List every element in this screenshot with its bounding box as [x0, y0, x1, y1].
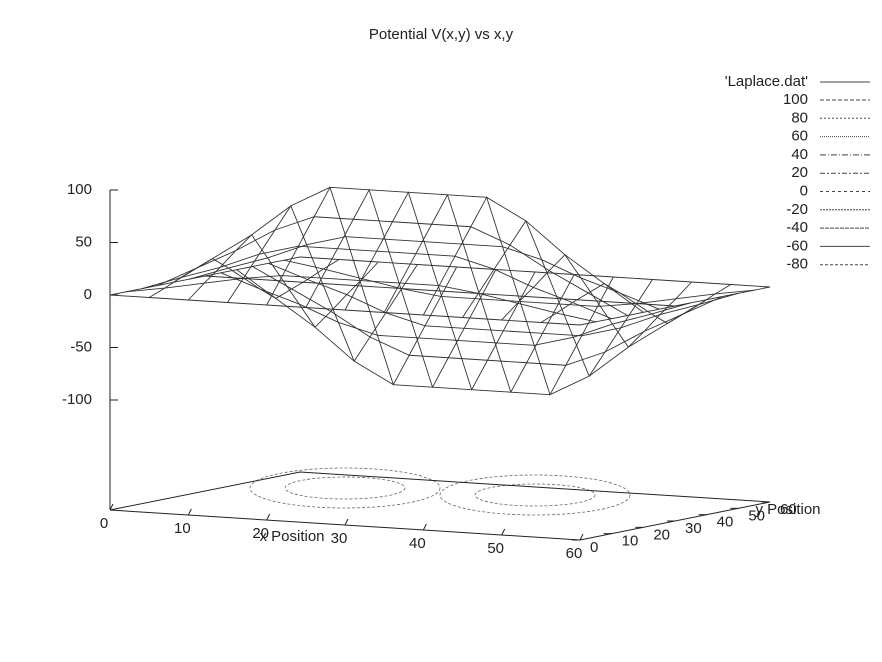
legend-label: 80	[791, 109, 808, 126]
contour-decoration	[474, 483, 596, 507]
z-tick-label: -100	[62, 391, 92, 408]
x-tick	[344, 518, 349, 526]
legend-label: 20	[791, 164, 808, 181]
legend-label: 'Laplace.dat'	[725, 73, 808, 90]
mesh-line	[252, 266, 723, 366]
contour-decoration	[439, 474, 631, 516]
y-tick-label: 60	[780, 501, 797, 518]
x-tick	[109, 503, 114, 511]
y-tick-label: 30	[685, 520, 702, 537]
contour-decoration	[249, 467, 441, 509]
x-tick	[422, 523, 427, 531]
z-tick-label: -50	[70, 338, 92, 355]
mesh-line	[540, 283, 732, 324]
legend-label: 0	[800, 182, 808, 199]
x-tick-label: 60	[566, 545, 583, 562]
mesh-line	[266, 186, 458, 386]
mesh-line	[383, 193, 575, 394]
legend-label: -40	[786, 219, 808, 236]
x-axis-label: x Position	[259, 528, 324, 545]
legend-label: -60	[786, 237, 808, 254]
y-tick-label: 0	[590, 539, 598, 556]
z-tick-label: 100	[67, 181, 92, 198]
y-tick-label: 40	[717, 514, 734, 531]
mesh-line	[236, 269, 707, 396]
z-tick-label: 0	[84, 286, 92, 303]
mesh-line	[305, 188, 497, 389]
mesh-line	[173, 186, 644, 313]
x-tick-label: 20	[252, 525, 269, 542]
x-tick-label: 50	[487, 540, 504, 557]
mesh-line	[422, 196, 614, 396]
legend-label: 40	[791, 146, 808, 163]
x-tick	[266, 513, 271, 521]
base-frame	[109, 471, 771, 541]
legend-label: 100	[783, 91, 808, 108]
x-tick-label: 10	[174, 520, 191, 537]
mesh-line	[220, 272, 691, 346]
x-tick	[501, 528, 506, 536]
mesh-line	[148, 258, 340, 299]
base-contours	[249, 467, 631, 516]
mesh-line	[189, 236, 660, 310]
mesh-line	[109, 256, 301, 296]
chart-title: Potential V(x,y) vs x,y	[369, 26, 514, 43]
mesh-line	[157, 216, 628, 316]
mesh-line	[462, 219, 653, 378]
x-tick-label: 0	[100, 515, 108, 532]
contour-decoration	[284, 476, 406, 500]
mesh-line	[344, 191, 536, 391]
z-tick-label: 50	[75, 233, 92, 250]
y-tick-label: 20	[653, 526, 670, 543]
mesh-line	[501, 254, 692, 348]
mesh-line	[579, 286, 771, 326]
x-tick	[579, 533, 584, 541]
y-tick-label: 50	[748, 507, 765, 524]
y-axis-label: y Position	[755, 501, 820, 518]
mesh-line	[188, 234, 379, 328]
legend-label: -20	[786, 201, 808, 218]
legend-label: 60	[791, 128, 808, 145]
x-tick	[187, 508, 192, 516]
legend-label: -80	[786, 256, 808, 273]
mesh-line	[227, 204, 418, 363]
y-tick-label: 10	[622, 533, 639, 550]
x-tick-label: 30	[331, 530, 348, 547]
x-tick-label: 40	[409, 535, 426, 552]
